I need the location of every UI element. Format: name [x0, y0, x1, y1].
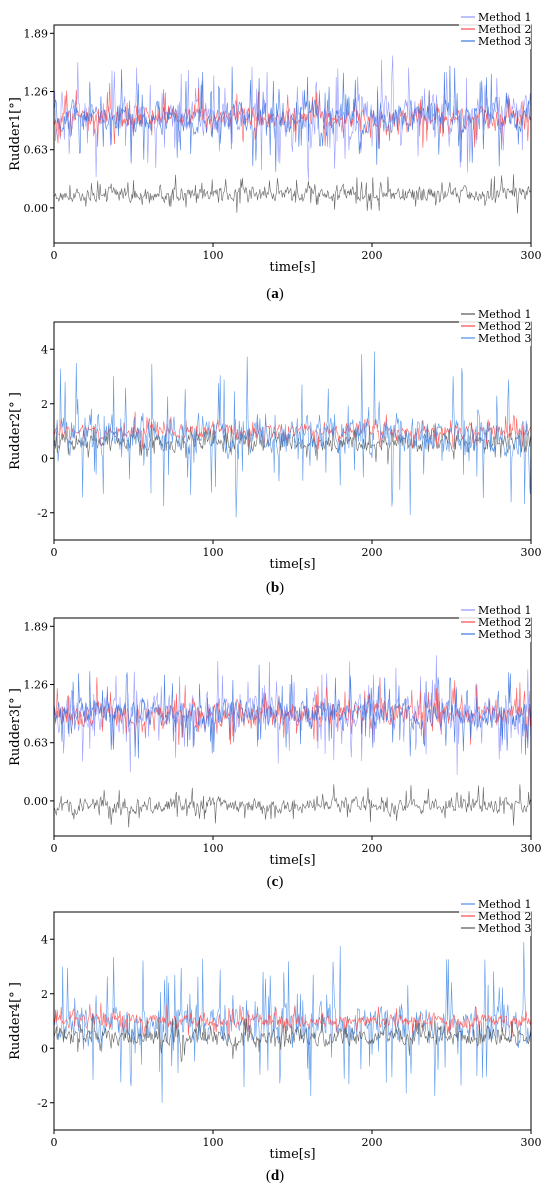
plot-area	[54, 655, 531, 828]
legend-label: Method 2	[478, 616, 531, 629]
legend-label: Method 2	[478, 320, 531, 333]
x-tick-label: 100	[203, 1136, 224, 1149]
x-tick-label: 0	[51, 546, 58, 559]
series-line-2	[54, 82, 531, 150]
x-axis-label: time[s]	[269, 260, 315, 275]
x-tick-label: 0	[51, 842, 58, 855]
x-axis-label: time[s]	[269, 1147, 315, 1162]
y-tick-label: 0.63	[24, 737, 49, 750]
x-tick-label: 300	[521, 249, 542, 262]
y-tick-label: -2	[37, 1097, 48, 1110]
y-tick-label: 1.89	[24, 27, 49, 40]
y-tick-label: 1.89	[24, 620, 49, 633]
y-axis-label: Rudder4[° ]	[8, 982, 23, 1060]
series-line-3	[54, 351, 531, 518]
y-tick-label: 0	[41, 1042, 48, 1055]
chart-panel-b: 0 100 200 300 -2 0 2 4 time[s] Rudder2[° ] Method …	[8, 306, 542, 596]
y-tick-label: 4	[41, 343, 48, 356]
x-tick-label: 300	[521, 546, 542, 559]
legend-label: Method 2	[478, 23, 531, 36]
x-tick-label: 200	[362, 249, 383, 262]
x-tick-label: 0	[51, 1136, 58, 1149]
panel-caption: (a)	[266, 286, 284, 302]
axes-frame	[53, 617, 532, 837]
chart-panel-a: 0 100 200 300 0.00 0.63 1.26 1.89 time[s] Rudder1…	[8, 9, 542, 302]
y-tick-label: 0.00	[24, 795, 49, 808]
x-tick-label: 100	[203, 842, 224, 855]
chart-panel-c: 0 100 200 300 0.00 0.63 1.26 1.89 time[s] Rudder3…	[8, 602, 542, 890]
legend-label: Method 1	[478, 898, 531, 911]
y-axis-label: Rudder2[° ]	[8, 392, 23, 470]
series-line-3	[54, 65, 531, 172]
x-tick-label: 300	[521, 1136, 542, 1149]
y-axis-label: Rudder1[°]	[8, 97, 23, 171]
y-tick-label: -2	[37, 507, 48, 520]
y-axis-label: Rudder3[° ]	[8, 688, 23, 766]
plot-area	[54, 351, 531, 518]
y-tick-label: 2	[41, 398, 48, 411]
y-tick-label: 4	[41, 933, 48, 946]
x-tick-label: 100	[203, 249, 224, 262]
x-tick-label: 300	[521, 842, 542, 855]
series-line-1	[54, 655, 531, 775]
legend-label: Method 3	[478, 332, 531, 345]
x-tick-label: 100	[203, 546, 224, 559]
panel-caption: (c)	[267, 874, 284, 890]
series-line-4	[54, 174, 531, 214]
series-line-3	[54, 664, 531, 759]
series-line-2	[54, 1002, 531, 1039]
legend-label: Method 3	[478, 628, 531, 641]
panel-caption: (b)	[266, 580, 284, 596]
series-line-2	[54, 411, 531, 450]
axes-frame	[53, 321, 532, 541]
panel-caption: (d)	[266, 1168, 284, 1184]
x-tick-label: 200	[362, 842, 383, 855]
plot-area	[54, 942, 531, 1103]
axes-frame	[53, 911, 532, 1131]
x-axis-label: time[s]	[269, 853, 315, 868]
x-tick-label: 200	[362, 1136, 383, 1149]
plot-area	[54, 55, 531, 214]
legend-label: Method 1	[478, 11, 531, 24]
y-tick-label: 2	[41, 988, 48, 1001]
legend-label: Method 3	[478, 922, 531, 935]
series-line-1	[54, 942, 531, 1103]
y-tick-label: 1.26	[24, 86, 49, 99]
legend-label: Method 1	[478, 604, 531, 617]
chart-panel-d: 0 100 200 300 -2 0 2 4 time[s] Rudder4[° ] Method …	[8, 896, 542, 1184]
y-tick-label: 0	[41, 452, 48, 465]
x-axis-label: time[s]	[269, 557, 315, 572]
y-tick-label: 0.63	[24, 144, 49, 157]
legend-label: Method 1	[478, 308, 531, 321]
y-tick-label: 1.26	[24, 679, 49, 692]
y-tick-label: 0.00	[24, 202, 49, 215]
series-line-3	[54, 1014, 531, 1063]
series-line-4	[54, 784, 531, 828]
legend-label: Method 2	[478, 910, 531, 923]
x-tick-label: 200	[362, 546, 383, 559]
legend-label: Method 3	[478, 35, 531, 48]
x-tick-label: 0	[51, 249, 58, 262]
axes-frame	[53, 24, 532, 244]
